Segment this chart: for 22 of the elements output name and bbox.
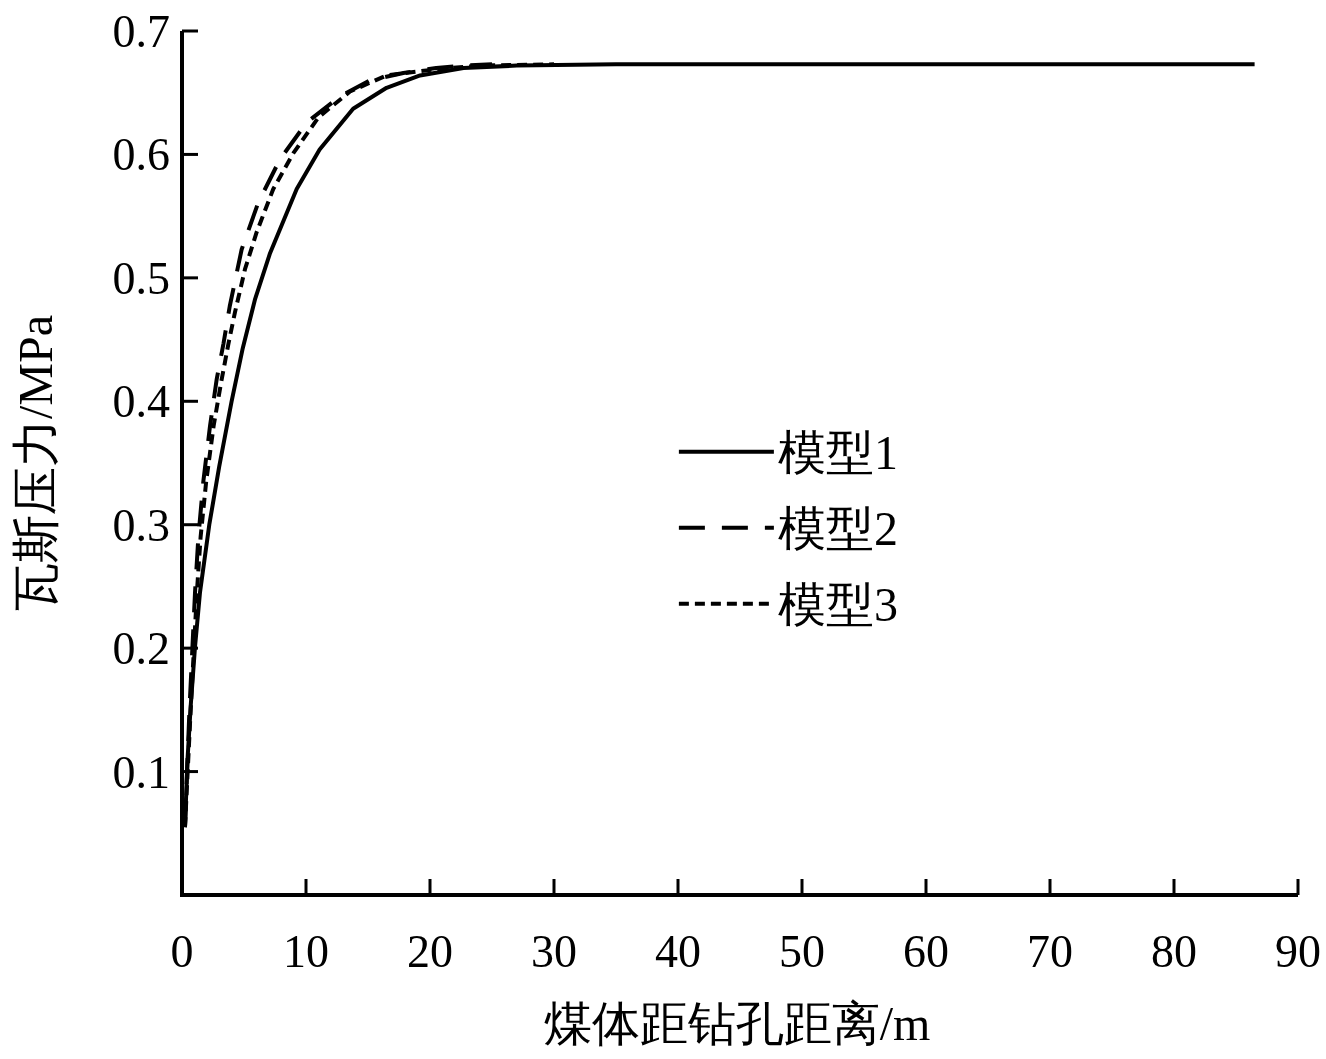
- x-tick-label: 70: [1027, 926, 1073, 977]
- x-tick-label: 0: [170, 926, 194, 977]
- x-tick-label: 40: [655, 926, 701, 977]
- x-tick-label: 90: [1275, 926, 1321, 977]
- y-tick-label: 0.1: [112, 746, 170, 798]
- y-axis-title: 瓦斯压力/MPa: [9, 314, 62, 612]
- y-tick-label: 0.4: [112, 376, 170, 428]
- x-tick-label: 10: [283, 926, 329, 977]
- y-tick-label: 0.3: [112, 499, 170, 551]
- y-tick-label: 0.5: [112, 252, 170, 304]
- x-axis-title: 煤体距钻孔距离/m: [543, 997, 931, 1050]
- x-tick-label: 50: [779, 926, 825, 977]
- y-tick-label: 0.6: [112, 129, 170, 181]
- x-tick-label: 60: [903, 926, 949, 977]
- x-tick-label: 30: [531, 926, 577, 977]
- legend-label: 模型1: [777, 425, 898, 479]
- legend-label: 模型3: [777, 577, 898, 631]
- x-tick-label: 20: [407, 926, 453, 977]
- legend-label: 模型2: [777, 501, 898, 555]
- y-tick-label: 0.2: [112, 623, 170, 675]
- y-tick-label: 0.7: [112, 6, 170, 57]
- x-tick-label: 80: [1151, 926, 1197, 977]
